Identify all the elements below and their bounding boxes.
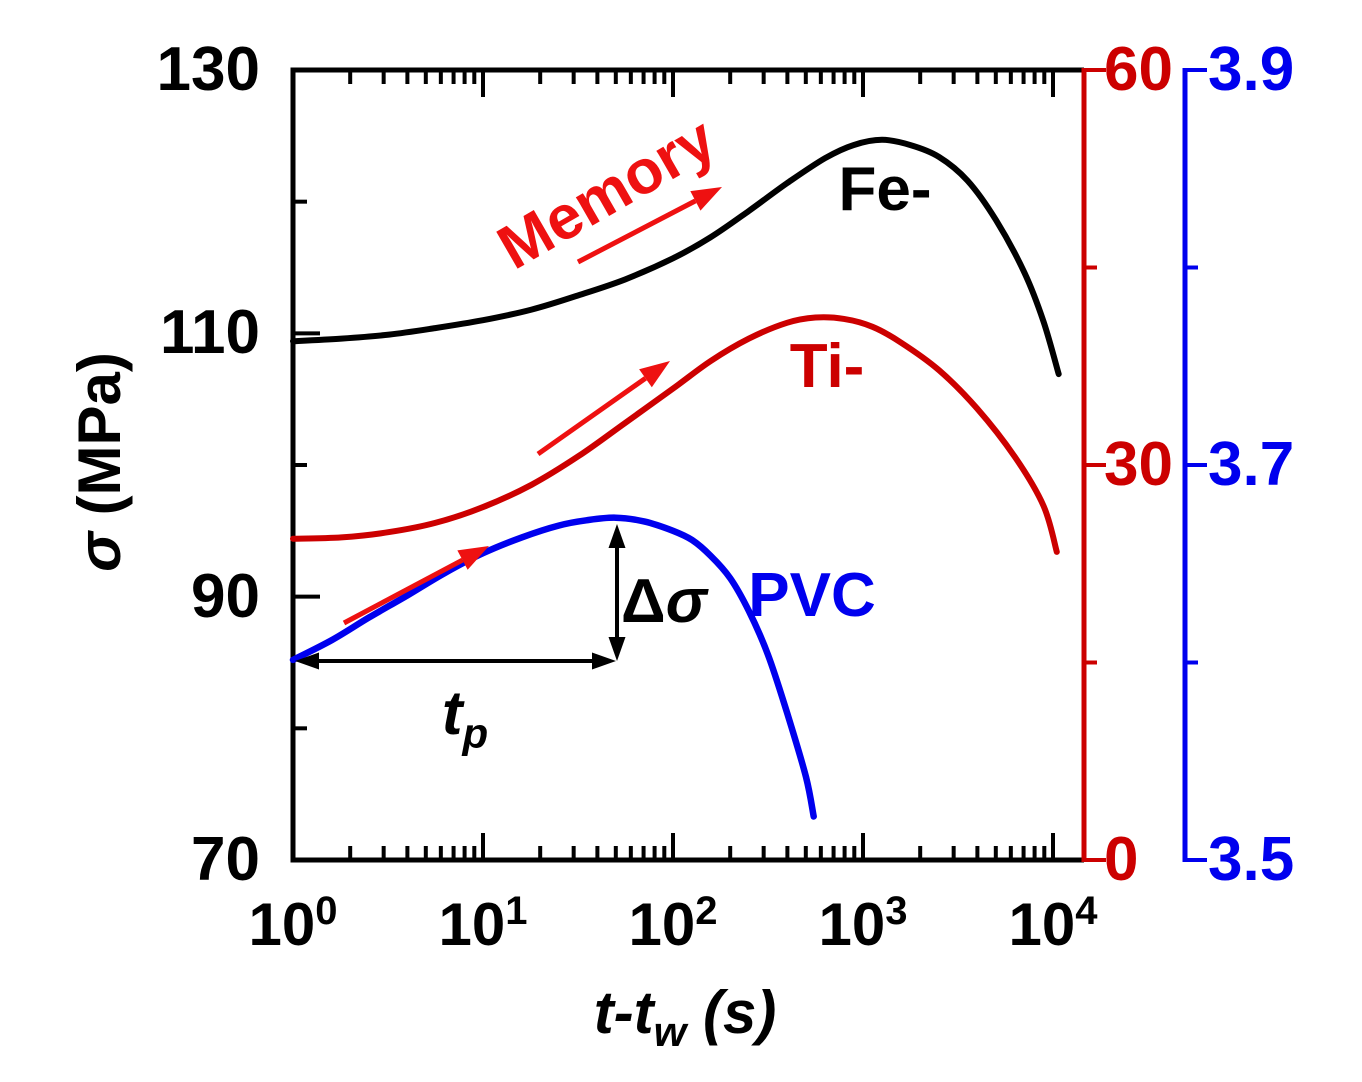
ti-direction-arrow-head [639, 361, 670, 388]
pvc-curve-label: PVC [748, 561, 876, 630]
fe-curve-label: Fe- [838, 155, 932, 224]
y-right-blue-tick-label: 3.9 [1208, 35, 1295, 104]
delta-sigma-annotation: Δσ [621, 567, 707, 636]
curve-fe [290, 136, 1062, 378]
tp-annotation: tp [441, 679, 489, 757]
memory-arrow-shaft [576, 198, 697, 265]
curve-pvc [289, 514, 817, 820]
y-left-tick-label: 70 [191, 825, 260, 894]
y-right-red-tick-label: 0 [1104, 825, 1139, 894]
x-axis-title: t-tw (s) [593, 979, 777, 1055]
delta-sigma-arrow-head [608, 637, 626, 661]
x-tick-label: 104 [1008, 889, 1098, 958]
y-right-red-tick-label: 30 [1104, 430, 1173, 499]
y-axis-title: σ (MPa) [66, 352, 133, 572]
pvc-direction-arrow-shaft [342, 557, 464, 626]
x-tick-label: 103 [818, 889, 908, 958]
ti-curve-label: Ti- [789, 332, 865, 401]
y-left-tick-label: 130 [156, 35, 260, 104]
tp-arrow-head [295, 652, 319, 670]
x-tick-label: 102 [628, 889, 718, 958]
ti-direction-arrow-shaft [536, 376, 647, 457]
y-right-blue-tick-label: 3.7 [1208, 430, 1295, 499]
x-tick-label: 101 [438, 889, 528, 958]
curve-ti [290, 314, 1060, 555]
y-left-tick-label: 110 [159, 298, 260, 367]
delta-sigma-arrow-head [608, 524, 626, 548]
tp-arrow-head [592, 652, 616, 670]
y-right-blue-tick-label: 3.5 [1208, 825, 1295, 894]
pvc-direction-arrow-head [457, 546, 489, 570]
memory-arrow-head [690, 187, 722, 211]
y-right-red-tick-label: 60 [1104, 35, 1173, 104]
x-tick-label: 100 [248, 889, 338, 958]
y-left-tick-label: 90 [191, 562, 260, 631]
